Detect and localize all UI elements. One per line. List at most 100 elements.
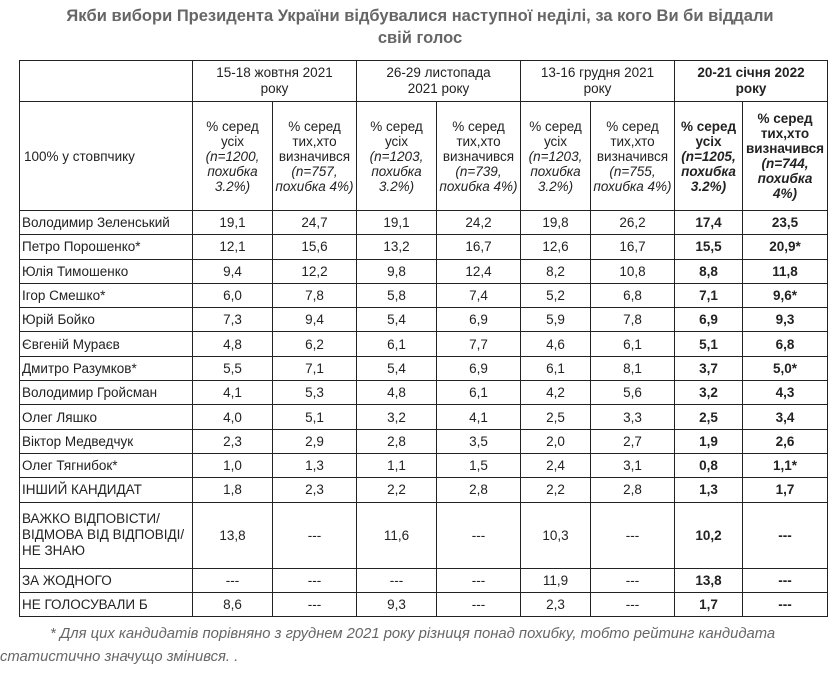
table-cell: 6,1 (590, 331, 675, 357)
row-label: НЕ ГОЛОСУВАЛИ Б (19, 591, 193, 618)
table-cell: 6,2 (272, 331, 357, 357)
table-row: ІНШИЙ КАНДИДАТ 1,8 2,3 2,2 2,8 2,2 2,8 1,3 1,7 (19, 477, 828, 503)
row-label: ВАЖКО ВІДПОВІСТИ/ ВІДМОВА ВІД ВІДПОВІДІ/… (19, 501, 193, 569)
table-cell: 6,8 (590, 282, 675, 309)
table-cell: 13,2 (356, 234, 437, 260)
table-cell: 1,1 (356, 452, 437, 479)
table-cell: 8,8 (674, 258, 743, 284)
table-cell: 12,1 (192, 234, 273, 260)
table-cell: 7,4 (436, 282, 521, 309)
table-cell: 0,8 (674, 452, 743, 479)
table-row: Олег Ляшко 4,0 5,1 3,2 4,1 2,5 3,3 2,5 3,4 (19, 404, 828, 430)
table-cell: 2,5 (674, 404, 743, 430)
table-cell: 11,8 (742, 258, 828, 284)
corner-cell (19, 60, 193, 102)
row-label: Володимир Гройсман (19, 380, 193, 406)
table-title-line-1: Якби вибори Президента України відбували… (66, 7, 774, 25)
table-row: Олег Тягнибок* 1,0 1,3 1,1 1,5 2,4 3,1 0,8 1,1* (19, 452, 828, 479)
period-header: 15-18 жовтня 2021 року (192, 60, 357, 102)
table-cell: 2,2 (356, 477, 437, 503)
table-row: НЕ ГОЛОСУВАЛИ Б 8,6 --- 9,3 --- 2,3 --- 1,7 --- (19, 591, 828, 618)
table-cell: 5,4 (356, 355, 437, 382)
row-label: Віктор Медведчук (19, 428, 193, 454)
column-subheader-label: % серед тих,хто визначився (442, 118, 515, 164)
table-row: Юрій Бойко 7,3 9,4 5,4 6,9 5,9 7,8 6,9 9,3 (19, 307, 828, 333)
poll-results-table: 15-18 жовтня 2021 року 26-29 листопада 202… (19, 60, 828, 618)
table-cell: 12,6 (520, 234, 591, 260)
table-cell: 2,8 (436, 477, 521, 503)
table-cell: 3,2 (356, 404, 437, 430)
table-cell: 5,1 (674, 331, 743, 357)
column-subheader: % серед усіх (n=1205, похибка 3.2%) (674, 101, 743, 211)
row-label: Володимир Зеленський (19, 209, 193, 236)
table-row: ЗА ЖОДНОГО --- --- --- --- 11,9 --- 13,8 --- (19, 567, 828, 593)
row-label: ЗА ЖОДНОГО (19, 567, 193, 593)
table-cell: 9,6* (742, 282, 828, 309)
table-cell: --- (192, 567, 273, 593)
table-row: Дмитро Разумков* 5,5 7,1 5,4 6,9 6,1 8,1 3,7 5,0… (19, 355, 828, 382)
table-cell: 2,7 (590, 428, 675, 454)
table-cell: 4,1 (436, 404, 521, 430)
footnote: * Для цих кандидатів порівняно з груднем… (0, 626, 776, 665)
table-cell: --- (272, 567, 357, 593)
table-cell: 8,2 (520, 258, 591, 284)
table-cell: 2,6 (742, 428, 828, 454)
table-cell: 1,7 (742, 477, 828, 503)
table-row: Петро Порошенко* 12,1 15,6 13,2 16,7 12,6 16,7… (19, 234, 828, 260)
row-label: Олег Ляшко (19, 404, 193, 430)
column-subheader-label: % серед тих,хто визначився (596, 118, 669, 164)
column-subheader-note: (n=739, похибка 4%) (439, 163, 518, 194)
table-cell: --- (590, 591, 675, 618)
row-label: Ігор Смешко* (19, 282, 193, 309)
table-cell: 5,6 (590, 380, 675, 406)
column-subheader: % серед тих,хто визначився (n=744, похибк… (742, 101, 828, 211)
table-cell: --- (590, 567, 675, 593)
column-subheader-label: % серед усіх (680, 118, 737, 149)
table-cell: 23,5 (742, 209, 828, 236)
column-subheader: % серед усіх (n=1203, похибка 3.2%) (356, 101, 437, 211)
table-cell: 5,0* (742, 355, 828, 382)
table-cell: 2,8 (356, 428, 437, 454)
period-header: 26-29 листопада 2021 року (356, 60, 521, 102)
table-cell: 4,1 (192, 380, 273, 406)
table-cell: 7,1 (272, 355, 357, 382)
table-cell: 1,3 (674, 477, 743, 503)
column-subheader: % серед тих,хто визначився (n=739, похибк… (436, 101, 521, 211)
column-subheader-note: (n=1205, похибка 3.2%) (681, 148, 736, 194)
table-cell: 5,3 (272, 380, 357, 406)
table-cell: --- (272, 591, 357, 618)
column-subheader: % серед тих,хто визначився (n=757, похибк… (272, 101, 357, 211)
column-subheader: % серед усіх (n=1203, похибка 3.2%) (520, 101, 591, 211)
table-cell: 9,4 (192, 258, 273, 284)
table-cell: 16,7 (590, 234, 675, 260)
table-cell: 6,9 (436, 307, 521, 333)
table-cell: 6,1 (436, 380, 521, 406)
table-cell: 2,2 (520, 477, 591, 503)
table-cell: 13,8 (674, 567, 743, 593)
table-cell: 3,4 (742, 404, 828, 430)
table-cell: 4,2 (520, 380, 591, 406)
row-label: Євгеній Мураєв (19, 331, 193, 357)
column-subheader-note: (n=744, похибка 4%) (757, 156, 813, 201)
table-cell: 6,1 (520, 355, 591, 382)
table-row: Володимир Гройсман 4,1 5,3 4,8 6,1 4,2 5,6 3,2 4… (19, 380, 828, 406)
column-subheader-label: % серед усіх (370, 118, 423, 149)
row-label: Петро Порошенко* (19, 234, 193, 260)
table-cell: 2,4 (520, 452, 591, 479)
table-cell: 1,8 (192, 477, 273, 503)
table-cell: 19,1 (192, 209, 273, 236)
column-subheader: % серед усіх (n=1200, похибка 3.2%) (192, 101, 273, 211)
table-cell: 15,6 (272, 234, 357, 260)
column-subheader-note: (n=1203, похибка 3.2%) (528, 148, 583, 194)
row-label: Юрій Бойко (19, 307, 193, 333)
table-cell: 6,8 (742, 331, 828, 357)
table-cell: 15,5 (674, 234, 743, 260)
table-cell: 1,0 (192, 452, 273, 479)
table-cell: 10,3 (520, 501, 591, 569)
table-cell: 12,2 (272, 258, 357, 284)
table-cell: 7,3 (192, 307, 273, 333)
period-header: 13-16 грудня 2021 року (520, 60, 675, 102)
table-cell: 19,1 (356, 209, 437, 236)
table-cell: 4,8 (356, 380, 437, 406)
table-cell: 13,8 (192, 501, 273, 569)
